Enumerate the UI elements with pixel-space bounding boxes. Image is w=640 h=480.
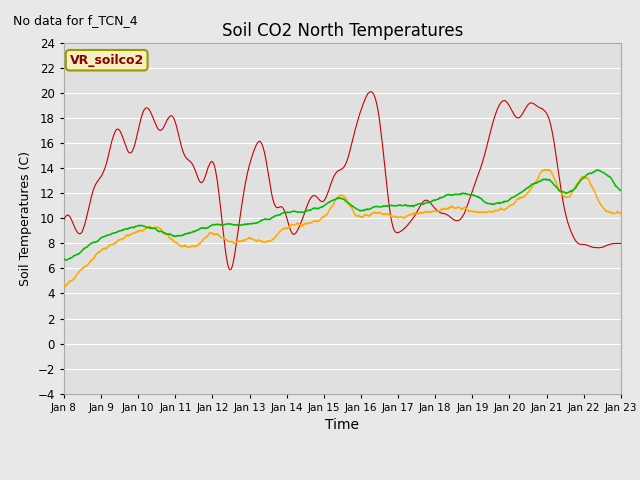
-8cm — [595, 167, 602, 173]
-8cm — [60, 256, 68, 262]
-8cm — [318, 204, 326, 210]
Line: -8cm: -8cm — [64, 170, 621, 260]
-2cm — [308, 193, 316, 199]
-4cm — [60, 284, 68, 289]
-8cm — [297, 209, 305, 215]
-2cm — [103, 158, 111, 164]
X-axis label: Time: Time — [325, 418, 360, 432]
Title: Soil CO2 North Temperatures: Soil CO2 North Temperatures — [221, 22, 463, 40]
Line: -2cm: -2cm — [64, 92, 621, 270]
-2cm — [297, 221, 305, 227]
-4cm — [541, 167, 548, 172]
-4cm — [378, 211, 385, 217]
-8cm — [617, 188, 625, 193]
-2cm — [617, 240, 625, 246]
-2cm — [367, 89, 374, 95]
-8cm — [62, 257, 70, 263]
-8cm — [378, 204, 385, 210]
-4cm — [617, 211, 625, 217]
Line: -4cm: -4cm — [64, 169, 621, 287]
Text: VR_soilco2: VR_soilco2 — [70, 54, 144, 67]
-8cm — [104, 232, 111, 238]
-4cm — [126, 232, 134, 238]
-4cm — [297, 223, 305, 229]
-4cm — [318, 215, 326, 221]
-2cm — [318, 199, 326, 204]
Y-axis label: Soil Temperatures (C): Soil Temperatures (C) — [19, 151, 32, 286]
-8cm — [126, 225, 134, 230]
Legend: -2cm, -4cm, -8cm: -2cm, -4cm, -8cm — [195, 474, 490, 480]
-2cm — [378, 134, 385, 140]
-4cm — [308, 219, 316, 225]
-2cm — [126, 150, 134, 156]
Text: No data for f_TCN_4: No data for f_TCN_4 — [13, 14, 138, 27]
-4cm — [104, 245, 111, 251]
-2cm — [60, 216, 68, 222]
-8cm — [308, 206, 316, 212]
-2cm — [226, 267, 234, 273]
-4cm — [61, 284, 68, 289]
